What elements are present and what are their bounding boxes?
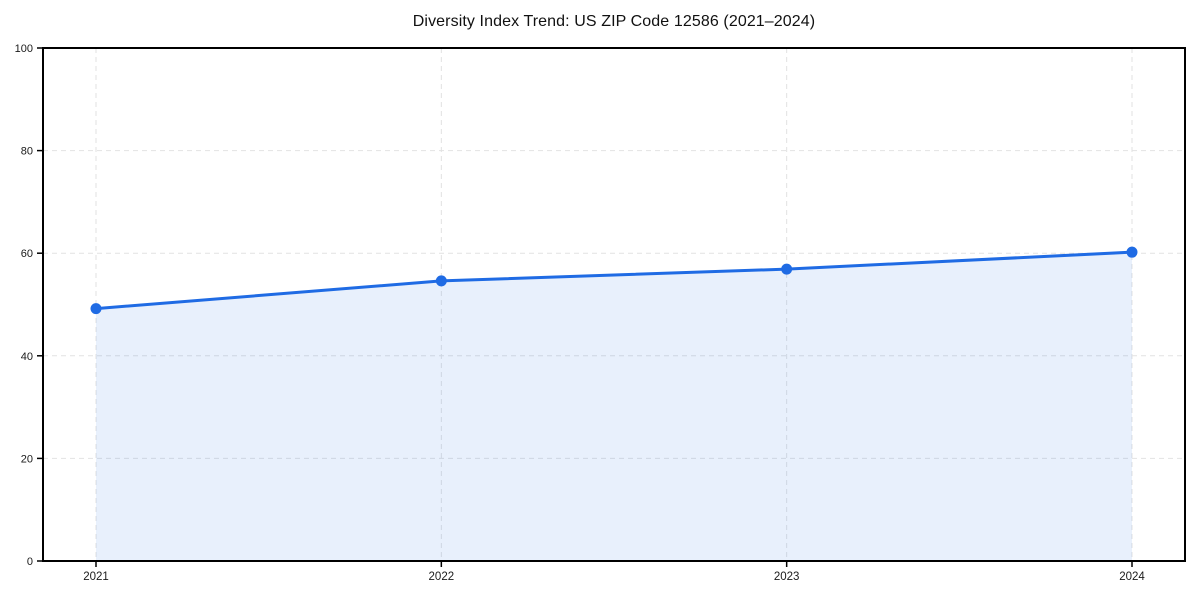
data-point-marker-2021: [90, 303, 102, 315]
data-point-marker-2022: [435, 275, 447, 287]
x-tick-label-2021: 2021: [83, 571, 109, 583]
x-tick-label-2023: 2023: [774, 571, 800, 583]
y-tick-label-40: 40: [21, 351, 33, 363]
plot-border: [42, 47, 1186, 562]
y-tick-label-60: 60: [21, 248, 33, 260]
data-point-marker-2023: [781, 263, 793, 275]
y-tick-label-80: 80: [21, 146, 33, 158]
area-fill: [96, 252, 1132, 561]
y-tick-label-20: 20: [21, 453, 33, 465]
x-tick-label-2024: 2024: [1119, 571, 1145, 583]
data-point-marker-2024: [1126, 246, 1138, 258]
y-tick-label-100: 100: [15, 43, 33, 55]
y-tick-label-0: 0: [27, 556, 33, 568]
trend-line: [94, 250, 1134, 311]
x-tick-label-2022: 2022: [429, 571, 455, 583]
chart-title: Diversity Index Trend: US ZIP Code 12586…: [412, 13, 816, 30]
